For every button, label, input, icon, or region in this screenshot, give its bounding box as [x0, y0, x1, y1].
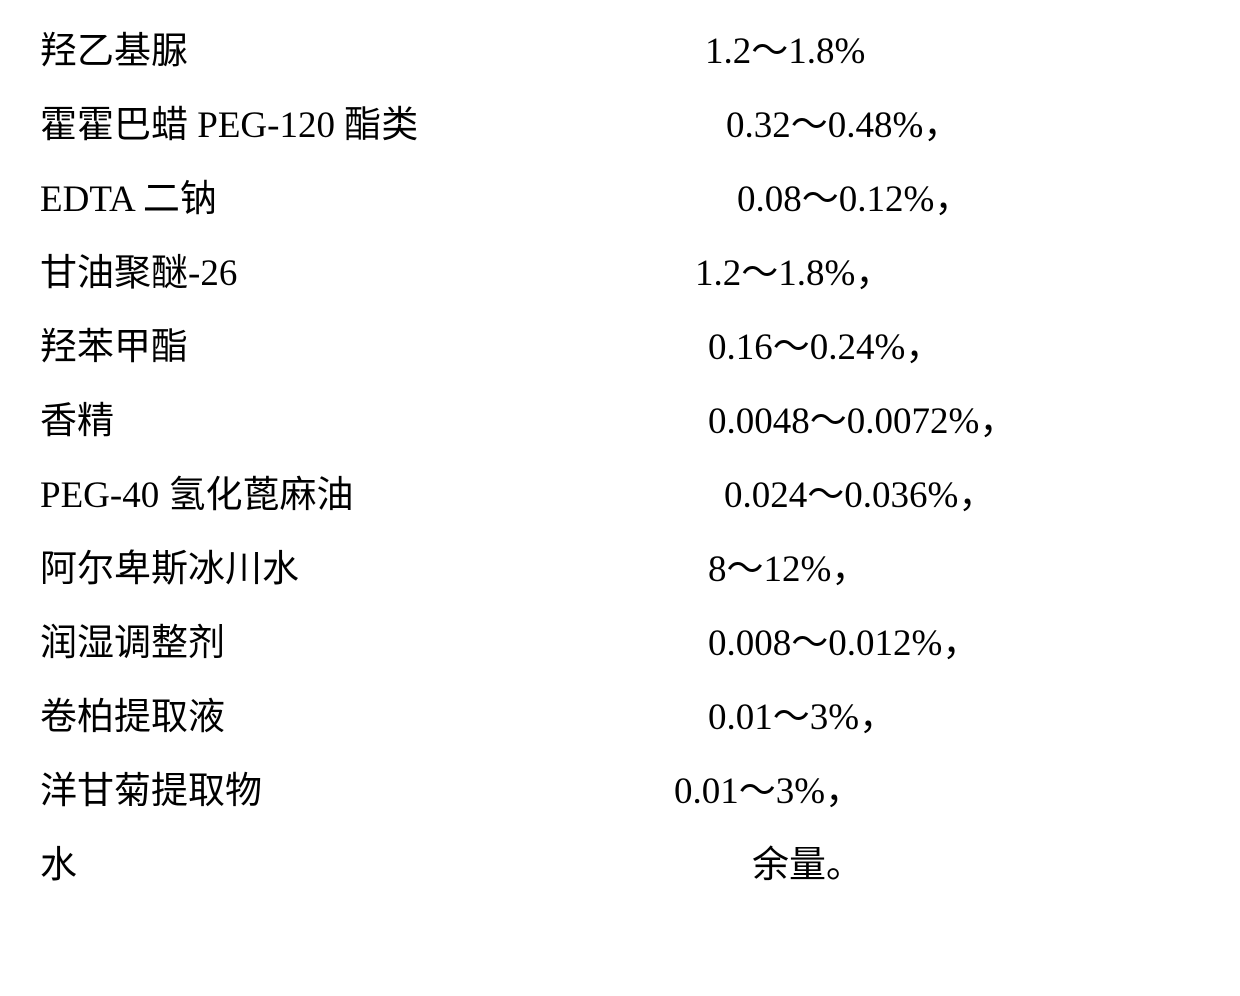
ingredient-value: 1.2～1.8%，: [695, 242, 892, 296]
ingredient-name: 甘油聚醚-26: [40, 242, 237, 296]
ingredient-name: PEG-40 氢化蓖麻油: [40, 464, 353, 518]
ingredient-name: 卷柏提取液: [40, 686, 225, 740]
ingredient-value: 余量。: [752, 834, 863, 888]
ingredient-value: 0.008～0.012%，: [708, 612, 979, 666]
ingredient-name: 阿尔卑斯冰川水: [40, 538, 299, 592]
ingredient-value: 8～12%，: [708, 538, 868, 592]
ingredient-row: 阿尔卑斯冰川水 8～12%，: [40, 538, 1200, 612]
ingredient-row: 羟乙基脲 1.2～1.8%: [40, 20, 1200, 94]
ingredient-value: 0.0048～0.0072%，: [708, 390, 1016, 444]
ingredient-name: 水: [40, 834, 77, 888]
ingredient-value: 0.01～3%，: [708, 686, 896, 740]
ingredient-value: 0.32～0.48%，: [726, 94, 960, 148]
ingredient-value: 0.08～0.12%，: [737, 168, 971, 222]
ingredient-row: 羟苯甲酯 0.16～0.24%，: [40, 316, 1200, 390]
ingredient-row: 润湿调整剂 0.008～0.012%，: [40, 612, 1200, 686]
ingredient-row: EDTA 二钠 0.08～0.12%，: [40, 168, 1200, 242]
ingredient-row: 霍霍巴蜡 PEG-120 酯类 0.32～0.48%，: [40, 94, 1200, 168]
ingredient-name: 羟乙基脲: [40, 20, 188, 74]
ingredient-value: 0.16～0.24%，: [708, 316, 942, 370]
ingredient-row: 香精 0.0048～0.0072%，: [40, 390, 1200, 464]
ingredient-row: 甘油聚醚-26 1.2～1.8%，: [40, 242, 1200, 316]
ingredient-list: 羟乙基脲 1.2～1.8% 霍霍巴蜡 PEG-120 酯类 0.32～0.48%， ED…: [40, 20, 1200, 908]
ingredient-row: 洋甘菊提取物 0.01～3%，: [40, 760, 1200, 834]
ingredient-name: 羟苯甲酯: [40, 316, 188, 370]
ingredient-name: 洋甘菊提取物: [40, 760, 262, 814]
ingredient-value: 0.01～3%，: [674, 760, 862, 814]
ingredient-row: PEG-40 氢化蓖麻油 0.024～0.036%，: [40, 464, 1200, 538]
ingredient-name: EDTA 二钠: [40, 168, 217, 222]
ingredient-row: 卷柏提取液 0.01～3%，: [40, 686, 1200, 760]
ingredient-name: 润湿调整剂: [40, 612, 225, 666]
ingredient-row: 水 余量。: [40, 834, 1200, 908]
ingredient-value: 1.2～1.8%: [705, 20, 865, 74]
ingredient-name: 香精: [40, 390, 114, 444]
ingredient-value: 0.024～0.036%，: [724, 464, 995, 518]
ingredient-name: 霍霍巴蜡 PEG-120 酯类: [40, 94, 418, 148]
